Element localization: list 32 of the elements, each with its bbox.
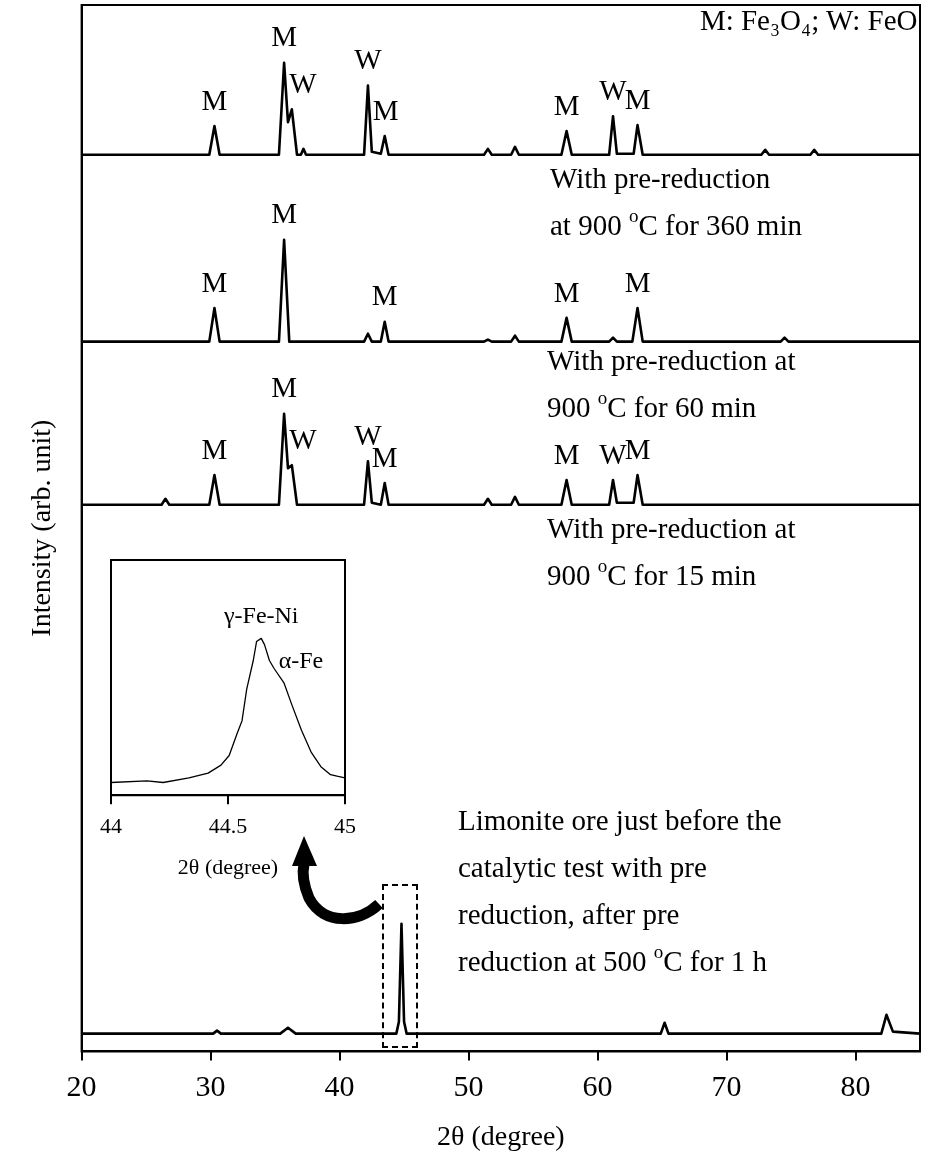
annotation: M xyxy=(624,265,651,298)
x-tick-label: 60 xyxy=(582,1069,613,1103)
annotation: M xyxy=(271,371,298,404)
annotation: M xyxy=(553,437,580,470)
annotation: M xyxy=(201,265,228,298)
x-tick-label: 40 xyxy=(324,1069,355,1103)
annotation: W xyxy=(289,66,318,99)
annotation: M xyxy=(271,197,298,230)
annotation: M xyxy=(624,432,651,465)
x-tick-label: 44 xyxy=(100,813,122,839)
x-tick-label: 70 xyxy=(711,1069,742,1103)
annotation: W xyxy=(289,422,318,455)
text: M: Fe₃O₄; W: FeO xyxy=(699,3,918,36)
x-tick-label: 50 xyxy=(453,1069,484,1103)
y-axis-title: Intensity (arb. unit) xyxy=(25,419,57,637)
x-tick-label: 44.5 xyxy=(208,813,248,839)
x-axis-title: 2θ (degree) xyxy=(177,853,279,879)
x-tick-label: 45 xyxy=(334,813,356,839)
annotation: γ-Fe-Ni xyxy=(222,602,299,629)
annotation: W xyxy=(354,43,383,76)
annotation: M xyxy=(372,93,399,126)
x-tick-label: 80 xyxy=(840,1069,871,1103)
annotation: α-Fe xyxy=(278,646,324,673)
annotation: M xyxy=(271,20,298,53)
x-axis-title: 2θ (degree) xyxy=(436,1119,565,1151)
annotation: M xyxy=(201,432,228,465)
x-tick-label: 30 xyxy=(195,1069,226,1103)
annotation: M xyxy=(201,83,228,116)
annotation: M xyxy=(553,275,580,308)
annotation: M xyxy=(371,279,398,312)
annotation: M xyxy=(553,88,580,121)
x-tick-label: 20 xyxy=(66,1069,97,1103)
